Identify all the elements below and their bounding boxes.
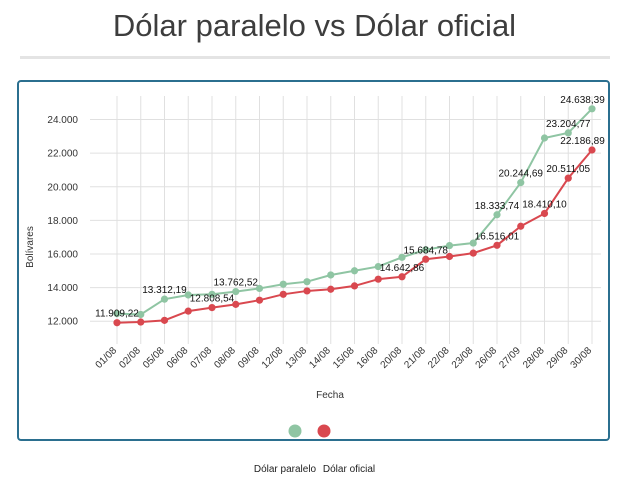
data-point-oficial — [350, 282, 359, 290]
y-tick-label: 16.000 — [47, 249, 78, 260]
data-point-oficial — [469, 249, 477, 257]
data-point-paralelo — [160, 295, 169, 303]
x-tick-label: 29/08 — [545, 345, 571, 371]
data-label: 23.204,77 — [546, 119, 591, 130]
title-divider — [20, 56, 610, 59]
data-point-oficial — [564, 174, 572, 182]
data-point-paralelo — [137, 310, 145, 319]
x-tick-label: 23/08 — [450, 345, 476, 371]
data-point-oficial — [113, 319, 121, 327]
x-tick-label: 02/08 — [117, 345, 143, 371]
y-tick-label: 14.000 — [47, 283, 78, 294]
data-point-oficial — [588, 146, 596, 154]
y-tick-label: 18.000 — [47, 216, 78, 227]
data-point-paralelo — [469, 239, 477, 247]
legend: Dólar paralelo Dólar oficial — [0, 464, 629, 475]
x-tick-label: 01/08 — [94, 345, 120, 371]
data-point-oficial — [327, 285, 335, 293]
data-point-oficial — [255, 296, 264, 304]
data-point-oficial — [208, 304, 216, 312]
y-tick-label: 24.000 — [47, 115, 78, 126]
data-point-paralelo — [588, 105, 596, 113]
data-label: 11.909,22 — [95, 309, 139, 320]
grid-lines — [90, 96, 601, 344]
data-point-oficial — [184, 307, 192, 315]
data-label: 22.186,89 — [560, 136, 605, 147]
data-point-paralelo — [398, 253, 406, 261]
data-label: 18.410,10 — [522, 199, 567, 210]
data-point-paralelo — [279, 280, 287, 288]
data-label: 16.516,01 — [475, 231, 520, 242]
data-point-paralelo — [422, 246, 430, 254]
data-label: 20.511,05 — [546, 164, 590, 175]
data-point-oficial — [540, 209, 549, 218]
data-point-paralelo — [493, 211, 501, 219]
data-point-paralelo — [113, 310, 121, 318]
page-title: Dólar paralelo vs Dólar oficial — [112, 8, 517, 43]
data-point-oficial — [303, 287, 311, 295]
x-tick-label: 16/08 — [355, 345, 381, 371]
data-point-oficial — [137, 318, 145, 326]
data-point-paralelo — [232, 287, 240, 296]
y-axis-label: Bolívares — [25, 226, 36, 268]
data-point-paralelo — [350, 267, 359, 275]
x-tick-label: 05/08 — [141, 345, 167, 371]
legend-marker-paralelo[interactable] — [288, 424, 302, 438]
legend-label-paralelo[interactable]: Dólar paralelo — [253, 464, 317, 475]
data-point-oficial — [422, 255, 430, 263]
x-tick-label: 22/08 — [426, 345, 452, 371]
data-point-paralelo — [255, 284, 264, 293]
data-point-oficial — [517, 222, 525, 230]
data-point-paralelo — [517, 179, 525, 187]
data-label: 15.684,78 — [404, 245, 449, 256]
data-label: 24.638,39 — [560, 95, 605, 106]
x-tick-label: 26/08 — [474, 345, 500, 371]
data-point-paralelo — [327, 271, 335, 279]
x-axis-label: Fecha — [316, 390, 344, 401]
data-point-paralelo — [540, 134, 549, 142]
x-tick-label: 13/08 — [284, 345, 310, 371]
x-tick-label: 28/08 — [521, 345, 547, 371]
legend-marker-oficial[interactable] — [317, 424, 331, 438]
data-point-paralelo — [303, 278, 311, 286]
line-chart: 12.000 14.000 16.000 18.000 20.000 22.000 24.0… — [25, 95, 605, 438]
data-point-oficial — [160, 316, 169, 324]
data-label: 20.244,69 — [499, 169, 544, 180]
x-tick-label: 27/09 — [497, 345, 523, 371]
x-tick-label: 12/08 — [260, 345, 286, 371]
data-label: 14.642,86 — [380, 263, 425, 274]
data-point-oficial — [232, 300, 240, 308]
y-tick-label: 22.000 — [47, 149, 78, 160]
x-tick-label: 14/08 — [307, 345, 333, 371]
x-tick-label: 09/08 — [236, 345, 262, 371]
data-label: 13.312,19 — [142, 285, 187, 296]
x-tick-label: 21/08 — [402, 345, 428, 371]
legend-label-oficial[interactable]: Dólar oficial — [322, 464, 376, 475]
data-point-paralelo — [564, 129, 572, 137]
x-tick-label: 15/08 — [331, 345, 357, 371]
data-point-paralelo — [374, 262, 382, 271]
data-label: 13.762,52 — [214, 278, 259, 289]
data-point-oficial — [398, 273, 406, 281]
y-tick-label: 12.000 — [47, 317, 78, 328]
x-tick-label: 20/08 — [379, 345, 405, 371]
data-point-oficial — [279, 290, 287, 298]
data-point-oficial — [374, 275, 382, 283]
data-label: 12.808,54 — [190, 294, 235, 305]
chart-container: 12.000 14.000 16.000 18.000 20.000 22.000 24.0… — [17, 80, 610, 441]
data-points — [113, 105, 596, 327]
data-point-paralelo — [184, 291, 192, 299]
data-point-paralelo — [445, 241, 454, 250]
data-point-oficial — [445, 252, 454, 261]
x-tick-label: 08/08 — [212, 345, 238, 371]
data-label: 18.333,74 — [475, 201, 520, 212]
y-tick-label: 20.000 — [47, 182, 78, 193]
x-tick-label: 30/08 — [569, 345, 595, 371]
data-point-oficial — [493, 241, 501, 249]
x-tick-label: 06/08 — [165, 345, 191, 371]
x-tick-label: 07/08 — [189, 345, 215, 371]
data-point-paralelo — [208, 290, 216, 298]
